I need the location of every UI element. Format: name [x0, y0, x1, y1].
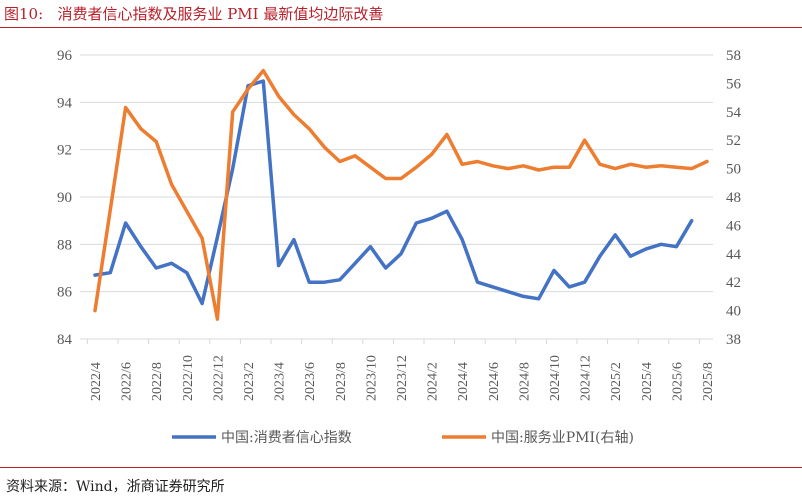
x-tick-label: 2025/6: [670, 362, 685, 401]
x-tick-label: 2024/8: [517, 362, 532, 401]
y-left-tick-label: 96: [57, 48, 73, 64]
source-note: 资料来源：Wind，浙商证券研究所: [6, 479, 225, 495]
y-right-tick-label: 42: [726, 275, 741, 291]
x-tick-label: 2025/4: [640, 362, 655, 401]
y-right-tick-label: 56: [726, 76, 742, 92]
x-tick-label: 2024/12: [579, 355, 594, 401]
y-right-tick-label: 40: [726, 304, 741, 320]
y-right-tick-label: 46: [726, 218, 742, 234]
x-tick-label: 2023/8: [334, 362, 349, 401]
y-right-tick-label: 54: [726, 105, 742, 121]
x-tick-label: 2023/10: [364, 355, 379, 401]
y-right-tick-label: 44: [726, 247, 742, 263]
y-left-tick-label: 94: [57, 95, 73, 111]
y-left-tick-label: 92: [57, 143, 72, 159]
x-tick-label: 2022/8: [150, 362, 165, 401]
x-tick-label: 2024/4: [456, 362, 471, 401]
y-right-tick-label: 58: [726, 48, 741, 64]
y-left-tick-label: 88: [57, 237, 72, 253]
top-rule: [0, 27, 802, 28]
x-tick-label: 2025/8: [701, 362, 716, 401]
y-left-tick-label: 86: [57, 285, 73, 301]
y-right-tick-label: 48: [726, 190, 741, 206]
y-left-tick-label: 84: [57, 332, 73, 348]
x-tick-label: 2023/12: [395, 355, 410, 401]
y-right-tick-label: 50: [726, 162, 741, 178]
x-tick-label: 2022/4: [89, 362, 104, 401]
bottom-rule: [0, 467, 802, 468]
x-tick-label: 2022/10: [181, 355, 196, 401]
x-tick-label: 2024/6: [487, 362, 502, 401]
figure-title: 图10: 消费者信心指数及服务业 PMI 最新值均边际改善: [4, 5, 384, 23]
series-line-consumer-confidence: [93, 79, 694, 306]
y-right-tick-label: 38: [726, 332, 741, 348]
x-tick-label: 2023/2: [242, 362, 257, 401]
legend-label: 中国:消费者信心指数: [221, 430, 352, 446]
x-tick-label: 2024/10: [548, 355, 563, 401]
x-tick-label: 2023/6: [303, 362, 318, 401]
x-tick-label: 2024/2: [426, 362, 441, 401]
x-tick-label: 2023/4: [273, 362, 288, 401]
x-tick-label: 2022/6: [120, 362, 135, 401]
y-left-tick-label: 90: [57, 190, 72, 206]
y-right-tick-label: 52: [726, 133, 741, 149]
x-tick-label: 2025/2: [609, 362, 624, 401]
series-line-service-pmi: [93, 68, 709, 321]
x-tick-label: 2022/12: [211, 355, 226, 401]
legend-label: 中国:服务业PMI(右轴): [491, 430, 634, 446]
